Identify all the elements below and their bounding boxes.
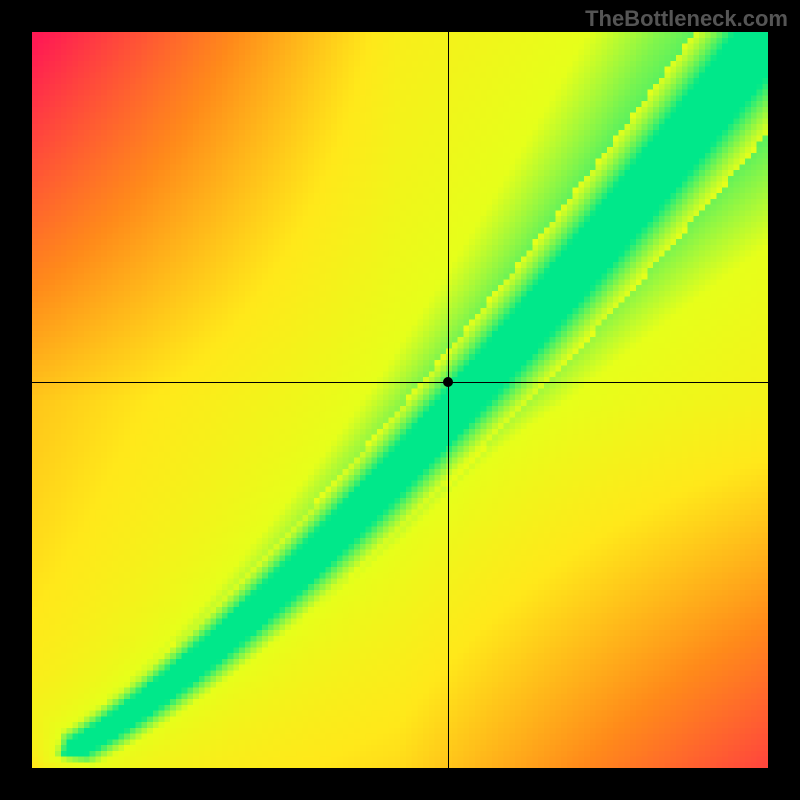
crosshair-vertical (448, 32, 449, 768)
chart-container: TheBottleneck.com (0, 0, 800, 800)
crosshair-marker (443, 377, 453, 387)
heatmap-canvas (32, 32, 768, 768)
crosshair-horizontal (32, 382, 768, 383)
plot-area (32, 32, 768, 768)
watermark-text: TheBottleneck.com (585, 6, 788, 32)
